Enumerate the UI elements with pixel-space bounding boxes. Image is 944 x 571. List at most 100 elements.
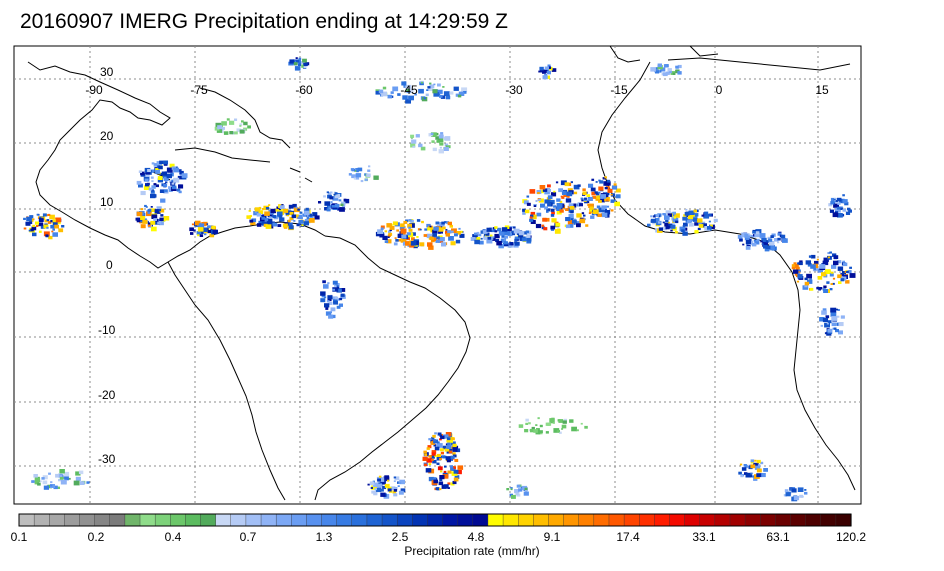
precip-cell bbox=[35, 221, 39, 225]
precip-cell bbox=[750, 472, 753, 475]
precip-cell bbox=[453, 466, 456, 469]
precip-cell bbox=[426, 447, 430, 450]
precip-cell bbox=[217, 125, 223, 130]
precip-cell bbox=[581, 199, 584, 202]
precip-cell bbox=[330, 201, 333, 203]
precip-cell bbox=[409, 223, 415, 228]
precip-cell bbox=[485, 232, 490, 236]
colorbar-cell bbox=[699, 513, 716, 527]
precip-cell bbox=[294, 66, 301, 71]
precip-cell bbox=[366, 173, 371, 178]
precip-cell bbox=[822, 308, 827, 312]
precip-cell bbox=[305, 207, 309, 211]
precip-cell bbox=[544, 206, 548, 210]
precip-cell bbox=[504, 235, 508, 239]
colorbar-cell bbox=[396, 513, 413, 527]
precip-cell bbox=[32, 224, 36, 228]
precip-cell bbox=[650, 215, 653, 218]
precip-cell bbox=[589, 209, 594, 214]
precip-cell bbox=[665, 71, 670, 75]
precip-cell bbox=[514, 238, 518, 242]
precip-cell bbox=[799, 260, 803, 264]
precip-cell bbox=[173, 167, 180, 173]
precip-cell bbox=[590, 187, 596, 192]
precip-cell bbox=[25, 221, 31, 226]
precip-cell bbox=[832, 253, 837, 257]
precip-cell bbox=[598, 199, 601, 202]
precip-cell bbox=[667, 68, 672, 72]
precip-cell bbox=[393, 476, 397, 479]
precip-cell bbox=[159, 217, 164, 221]
precip-cell bbox=[797, 269, 801, 272]
precip-cell bbox=[448, 236, 454, 241]
precip-cell bbox=[377, 229, 383, 234]
colorbar-cell bbox=[790, 513, 807, 527]
precip-cell bbox=[570, 210, 574, 214]
precip-cell bbox=[798, 261, 803, 266]
precip-cell bbox=[293, 220, 296, 222]
precip-cell bbox=[837, 260, 842, 264]
precip-cell bbox=[394, 237, 397, 239]
precip-cell bbox=[539, 424, 543, 428]
precip-cell bbox=[298, 57, 302, 60]
precip-cell bbox=[547, 189, 551, 192]
precip-cell bbox=[26, 216, 32, 222]
precip-cell bbox=[177, 175, 183, 180]
precip-cell bbox=[829, 288, 833, 291]
precip-cell bbox=[480, 237, 483, 240]
precip-cell bbox=[355, 173, 362, 178]
precip-cell bbox=[204, 233, 207, 236]
precip-cell bbox=[689, 222, 694, 227]
precip-cell bbox=[408, 228, 413, 232]
precip-cell bbox=[600, 198, 605, 203]
precip-cell bbox=[331, 314, 336, 319]
precip-cell bbox=[433, 444, 437, 447]
colorbar-cell bbox=[684, 513, 701, 527]
precip-cell bbox=[802, 285, 809, 290]
precip-cell bbox=[805, 260, 811, 265]
precip-cell bbox=[23, 227, 27, 230]
precip-cell bbox=[840, 278, 845, 282]
precip-cell bbox=[606, 192, 610, 196]
precip-cell bbox=[657, 65, 663, 70]
precip-cell bbox=[604, 210, 611, 215]
precip-cell bbox=[428, 463, 432, 466]
precip-cell bbox=[442, 445, 447, 449]
precip-cell bbox=[436, 236, 440, 240]
precip-cell bbox=[832, 201, 837, 205]
precip-cell bbox=[393, 493, 398, 497]
precip-cell bbox=[675, 231, 678, 234]
precip-cell bbox=[86, 481, 90, 484]
precip-cell bbox=[334, 203, 340, 208]
precip-cell bbox=[675, 220, 679, 224]
precip-cell bbox=[688, 210, 695, 216]
precip-cell bbox=[176, 188, 181, 192]
precip-cell bbox=[403, 85, 407, 88]
precip-cell bbox=[681, 229, 685, 233]
precip-cell bbox=[335, 283, 340, 287]
precip-cell bbox=[449, 465, 453, 468]
precip-cell bbox=[568, 203, 574, 208]
precip-cell bbox=[429, 236, 434, 240]
colorbar-tick-label: 120.2 bbox=[836, 530, 866, 544]
precip-cell bbox=[567, 195, 570, 198]
precip-cell bbox=[831, 322, 837, 327]
precip-cell bbox=[353, 177, 356, 180]
precip-cell bbox=[556, 198, 561, 202]
precip-cell bbox=[159, 160, 164, 164]
precip-cell bbox=[827, 256, 830, 259]
precip-cell bbox=[579, 203, 583, 207]
precip-cell bbox=[544, 73, 547, 77]
precip-cell bbox=[447, 482, 451, 485]
precip-cell bbox=[845, 280, 850, 284]
precip-cell bbox=[261, 216, 266, 220]
precip-cell bbox=[533, 205, 536, 207]
precip-cell bbox=[281, 204, 284, 206]
precip-cell bbox=[611, 185, 618, 190]
precip-cell bbox=[236, 128, 241, 132]
precip-cell bbox=[445, 145, 448, 147]
precip-cell bbox=[229, 131, 234, 135]
precip-cell bbox=[293, 62, 298, 66]
precip-cell bbox=[605, 191, 608, 194]
precip-cell bbox=[295, 214, 299, 217]
